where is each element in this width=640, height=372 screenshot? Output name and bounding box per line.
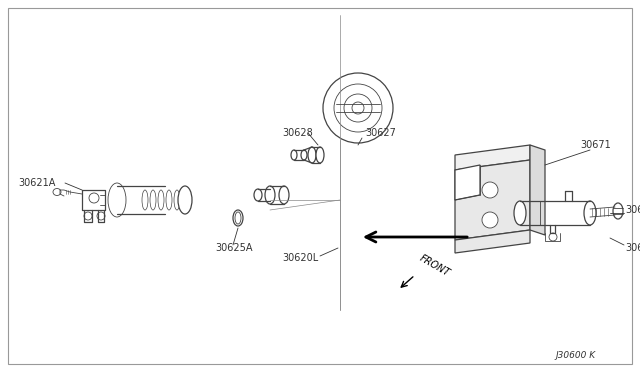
Circle shape (334, 84, 382, 132)
Circle shape (482, 212, 498, 228)
Text: 30628: 30628 (282, 128, 313, 138)
Circle shape (352, 102, 364, 114)
Ellipse shape (233, 210, 243, 226)
Ellipse shape (166, 190, 172, 210)
Text: 30625A: 30625A (215, 243, 253, 253)
Circle shape (84, 212, 92, 220)
Polygon shape (530, 145, 545, 235)
Circle shape (482, 182, 498, 198)
Ellipse shape (301, 150, 307, 160)
Text: 30620: 30620 (625, 205, 640, 215)
Ellipse shape (308, 147, 316, 163)
Ellipse shape (53, 189, 61, 196)
Text: FRONT: FRONT (418, 253, 452, 278)
Ellipse shape (254, 189, 262, 201)
Ellipse shape (174, 190, 180, 210)
Ellipse shape (291, 150, 297, 160)
Ellipse shape (158, 190, 164, 210)
Ellipse shape (178, 186, 192, 214)
Text: 30671: 30671 (580, 140, 611, 150)
Ellipse shape (265, 186, 275, 204)
Circle shape (89, 193, 99, 203)
Polygon shape (455, 165, 480, 200)
Ellipse shape (150, 190, 156, 210)
Ellipse shape (235, 212, 241, 224)
Text: J30600 K: J30600 K (555, 350, 595, 359)
Ellipse shape (514, 201, 526, 225)
Circle shape (97, 212, 105, 220)
Circle shape (323, 73, 393, 143)
Ellipse shape (108, 183, 126, 217)
Text: 30627: 30627 (365, 128, 396, 138)
Polygon shape (455, 145, 530, 170)
Polygon shape (455, 160, 530, 240)
Text: 30620A: 30620A (625, 243, 640, 253)
Text: 30620L: 30620L (282, 253, 318, 263)
Circle shape (549, 233, 557, 241)
Ellipse shape (279, 186, 289, 204)
Circle shape (344, 94, 372, 122)
Ellipse shape (584, 201, 596, 225)
Polygon shape (455, 230, 530, 253)
Text: 30621A: 30621A (18, 178, 56, 188)
Ellipse shape (316, 147, 324, 163)
Ellipse shape (142, 190, 148, 210)
Ellipse shape (613, 203, 623, 219)
Ellipse shape (110, 186, 124, 214)
